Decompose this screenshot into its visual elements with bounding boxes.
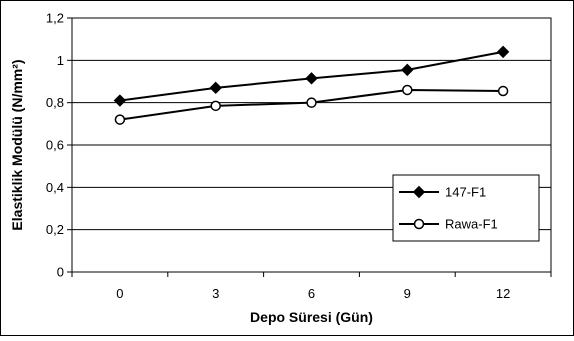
data-point xyxy=(210,100,221,112)
series-group xyxy=(113,45,510,125)
legend-label: 147-F1 xyxy=(445,185,486,200)
y-axis-title: Elastiklik Modülü (N/mm²) xyxy=(9,59,25,230)
axes: 0 0,2 0,4 0,6 0,8 1 1,2 0 3 6 9 12 xyxy=(46,11,552,301)
data-point xyxy=(209,81,222,95)
data-point xyxy=(496,45,510,59)
x-axis-title: Depo Süresi (Gün) xyxy=(250,309,373,325)
data-point xyxy=(497,85,509,97)
data-point xyxy=(402,84,413,96)
x-tick-label: 6 xyxy=(308,286,315,301)
legend-label: Rawa-F1 xyxy=(445,217,498,232)
y-tick-label: 0,2 xyxy=(46,222,64,237)
legend-marker xyxy=(412,185,426,199)
legend-box xyxy=(392,174,540,242)
data-point xyxy=(401,63,414,77)
data-point xyxy=(306,97,317,108)
x-tick-label: 3 xyxy=(212,286,219,301)
x-tick-label: 0 xyxy=(116,286,123,301)
legend-marker xyxy=(413,218,425,230)
y-tick-label: 1,2 xyxy=(46,11,64,26)
y-tick-label: 0,8 xyxy=(46,95,64,110)
x-tick-label: 9 xyxy=(404,286,411,301)
y-tick-label: 0,4 xyxy=(46,180,64,195)
legend: 147-F1 Rawa-F1 xyxy=(392,174,540,242)
y-tick-label: 0 xyxy=(57,265,64,280)
y-tick-label: 1 xyxy=(57,53,64,68)
data-point xyxy=(305,72,318,85)
y-tick-label: 0,6 xyxy=(46,138,64,153)
data-point xyxy=(114,114,126,125)
x-tick-label: 12 xyxy=(496,286,510,301)
data-point xyxy=(113,94,127,107)
